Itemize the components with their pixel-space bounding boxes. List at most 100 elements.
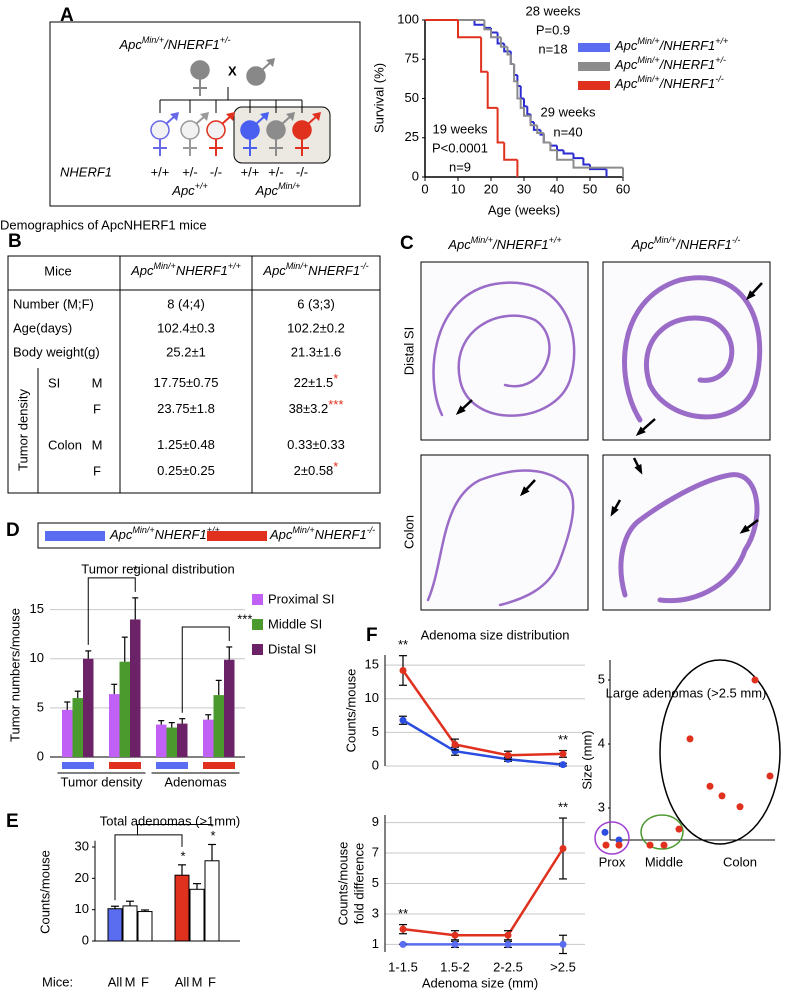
table-cell: 102.2±0.2 — [287, 320, 345, 335]
legend-label-part: Apc — [269, 527, 293, 542]
bar — [156, 724, 167, 757]
y-tick-label: 0 — [37, 748, 44, 763]
data-point — [646, 841, 654, 849]
survival-step — [519, 98, 524, 109]
significance-mark: * — [133, 562, 138, 577]
data-point — [686, 735, 694, 743]
legend-label-part: NHERF1 — [315, 527, 367, 542]
legend-label-part: Min/+ — [637, 55, 659, 65]
legend-label-part: NHERF1 — [155, 527, 207, 542]
table-cell: 0.25±0.25 — [157, 463, 215, 478]
survival-step — [490, 29, 501, 39]
data-point — [451, 931, 459, 939]
table-cell: 22±1.5* — [294, 371, 339, 390]
data-point — [559, 761, 567, 769]
error-bar — [85, 650, 92, 659]
cell-text: 0.25±0.25 — [157, 463, 215, 478]
table-cell: 0.33±0.33 — [287, 437, 345, 452]
cell-text: 2±0.58 — [294, 463, 334, 478]
bar — [204, 860, 220, 942]
table-header: ApcMin/+NHERF1-/- — [262, 261, 368, 278]
parent-genotype: ApcMin/+/NHERF1+/- — [118, 35, 230, 52]
sex-symbol — [180, 112, 209, 156]
annotation: n=40 — [553, 124, 582, 139]
legend-swatch — [252, 644, 263, 655]
table-header: ApcMin/+NHERF1+/+ — [130, 261, 241, 278]
x-tick-label: 40 — [550, 181, 564, 196]
significance-mark: *** — [237, 611, 252, 626]
bar — [224, 659, 235, 757]
group-label: Colon — [723, 854, 757, 869]
error-bar — [178, 864, 186, 876]
y-tick-label: 5 — [372, 724, 379, 739]
image-title-part: Apc — [631, 237, 655, 252]
symbol-circle — [190, 60, 210, 80]
offspring-group-part: Min/+ — [278, 181, 300, 191]
x-tick-label: M — [192, 974, 203, 989]
offspring-group-part: Apc — [255, 183, 279, 198]
table-cell: 102.4±0.3 — [157, 320, 215, 335]
bar — [177, 723, 188, 757]
panel-label: F — [366, 625, 378, 646]
data-point — [399, 666, 407, 674]
survival-step — [526, 106, 531, 116]
survival-step — [572, 159, 623, 169]
y-axis-label: Survival (%) — [371, 63, 386, 133]
survival-step — [556, 145, 564, 152]
significance-mark: * — [333, 459, 338, 474]
tissue-section — [618, 472, 760, 604]
panel-label: D — [6, 520, 20, 541]
y-tick-label: 0 — [82, 932, 89, 947]
symbol-arrowhead — [312, 112, 321, 121]
legend-label-part: Min/+ — [637, 36, 659, 46]
table-header-part: NHERF1 — [176, 263, 228, 278]
error-bar — [208, 843, 216, 861]
legend-label-part: Apc — [109, 527, 133, 542]
error-bar — [111, 905, 119, 909]
panel-label: E — [6, 811, 19, 832]
genotype-indicator — [62, 762, 94, 769]
group-outline — [594, 821, 630, 855]
error-bar — [121, 636, 128, 662]
x-tick-label: F — [208, 974, 216, 989]
table-header-part: +/+ — [228, 261, 241, 271]
arrowhead — [610, 506, 619, 517]
offspring-genotype: +/- — [182, 164, 198, 179]
table-cell: 25.2±1 — [166, 344, 206, 359]
genotype-indicator — [109, 762, 141, 769]
survival-step — [496, 107, 505, 144]
survival-step — [509, 54, 515, 65]
survival-step — [523, 107, 531, 117]
cell-text: 1.25±0.48 — [157, 437, 215, 452]
image-title-part: +/+ — [549, 235, 562, 245]
table-header-part: NHERF1 — [308, 263, 360, 278]
sex-symbol — [206, 112, 235, 156]
group-outline — [659, 659, 781, 845]
bar — [107, 908, 123, 942]
table-cell: 38±3.2*** — [289, 397, 344, 416]
genotype-indicator — [203, 762, 235, 769]
genotype-row-label: NHERF1 — [60, 164, 112, 179]
bar — [130, 619, 141, 757]
legend-label: ApcMin/+/NHERF1+/- — [614, 55, 726, 72]
arrowhead — [635, 426, 646, 436]
y-tick-label: 100 — [397, 11, 419, 26]
tissue-section — [432, 281, 576, 417]
image-row-label: Colon — [401, 515, 416, 549]
x-tick-label: 1.5-2 — [440, 959, 470, 974]
table-cell: 8 (4;4) — [167, 296, 205, 311]
survival-step — [473, 20, 485, 26]
x-tick-label: F — [141, 974, 149, 989]
data-point — [451, 940, 459, 948]
data-point — [559, 750, 567, 758]
x-tick-label: M — [125, 974, 136, 989]
sex-symbol — [240, 112, 269, 156]
legend-label-part: Min/+ — [292, 525, 314, 535]
survival-step — [457, 20, 482, 39]
row-label: Body weight(g) — [13, 344, 100, 359]
x-tick-label: 30 — [517, 181, 531, 196]
image-title-part: /NHERF1 — [492, 237, 549, 252]
table-cell: 2±0.58* — [294, 459, 339, 478]
significance-mark: ** — [398, 637, 408, 652]
data-point — [504, 940, 512, 948]
